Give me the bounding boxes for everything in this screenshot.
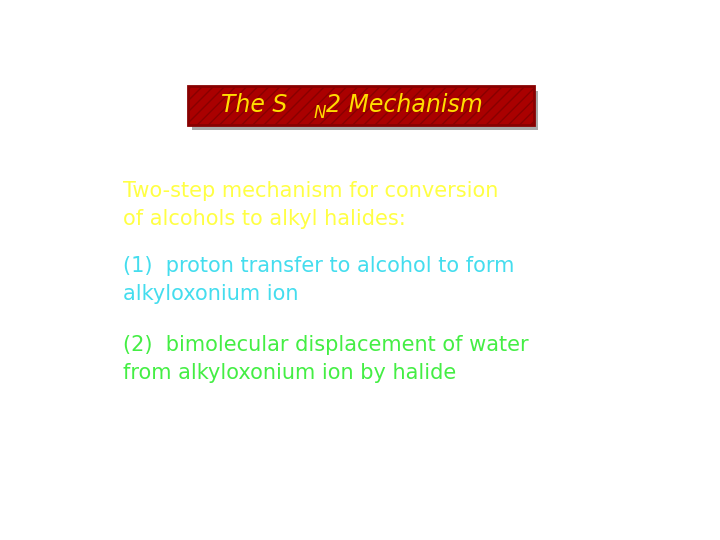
Text: Two-step mechanism for conversion
of alcohols to alkyl halides:: Two-step mechanism for conversion of alc… xyxy=(124,181,499,229)
Bar xyxy=(192,91,538,130)
Text: (1)  proton transfer to alcohol to form
alkyloxonium ion: (1) proton transfer to alcohol to form a… xyxy=(124,256,515,304)
FancyBboxPatch shape xyxy=(188,85,534,125)
Text: 2 Mechanism: 2 Mechanism xyxy=(326,93,483,117)
Text: The S: The S xyxy=(221,93,287,117)
Text: (2)  bimolecular displacement of water
from alkyloxonium ion by halide: (2) bimolecular displacement of water fr… xyxy=(124,335,529,383)
Text: N: N xyxy=(313,104,325,122)
